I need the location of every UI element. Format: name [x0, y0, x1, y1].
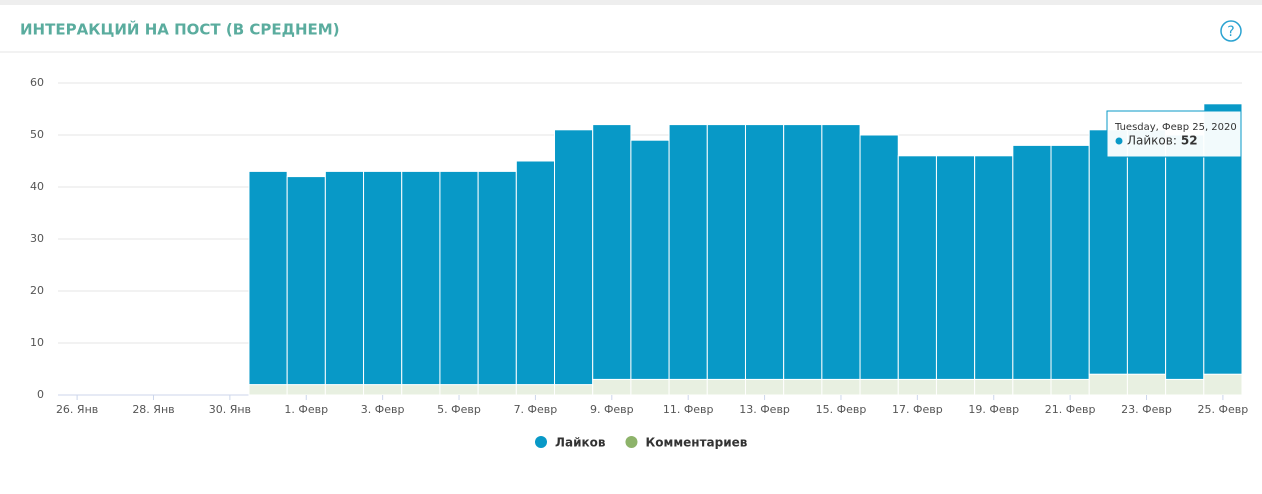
- like-bar[interactable]: [363, 170, 403, 386]
- like-bar[interactable]: [783, 124, 823, 380]
- x-tick-label: 13. Февр: [739, 403, 790, 416]
- legend-label[interactable]: Комментариев: [645, 436, 747, 450]
- like-bar[interactable]: [821, 124, 861, 380]
- like-bar[interactable]: [554, 129, 594, 386]
- comment-bar[interactable]: [554, 384, 594, 396]
- like-bar[interactable]: [706, 124, 746, 380]
- y-tick-label: 0: [37, 388, 44, 401]
- x-tick-label: 25. Февр: [1198, 403, 1249, 416]
- x-tick-label: 11. Февр: [663, 403, 714, 416]
- like-bar[interactable]: [1088, 129, 1128, 375]
- like-bar[interactable]: [1050, 144, 1090, 380]
- y-tick-label: 60: [30, 76, 44, 89]
- comment-bar[interactable]: [477, 384, 517, 396]
- comment-bar[interactable]: [935, 378, 976, 396]
- legend-marker[interactable]: [535, 436, 547, 448]
- comment-bar[interactable]: [630, 378, 670, 396]
- x-tick-label: 7. Февр: [514, 403, 558, 416]
- tooltip-box: [1106, 110, 1242, 158]
- comment-bar[interactable]: [1012, 378, 1052, 396]
- like-bar[interactable]: [668, 124, 708, 380]
- help-icon-text[interactable]: ?: [1227, 24, 1234, 40]
- like-bar[interactable]: [592, 124, 632, 380]
- like-bar[interactable]: [744, 124, 785, 380]
- x-tick-label: 19. Февр: [968, 403, 1019, 416]
- tooltip-value: 52: [1181, 134, 1198, 148]
- x-tick-label: 23. Февр: [1121, 403, 1172, 416]
- comment-bar[interactable]: [1165, 378, 1205, 396]
- comment-bar[interactable]: [744, 378, 785, 396]
- x-tick-label: 21. Февр: [1045, 403, 1096, 416]
- x-tick-label: 17. Февр: [892, 403, 943, 416]
- comment-bar[interactable]: [1126, 373, 1167, 396]
- legend-marker[interactable]: [625, 436, 638, 448]
- comment-bar[interactable]: [668, 378, 708, 396]
- like-bar[interactable]: [1126, 129, 1167, 375]
- comment-bar[interactable]: [821, 378, 861, 396]
- help-icon[interactable]: [1220, 20, 1242, 42]
- like-bar[interactable]: [1165, 134, 1205, 380]
- top-band: [0, 0, 1262, 5]
- comment-bar[interactable]: [401, 384, 441, 396]
- like-bar[interactable]: [324, 170, 365, 386]
- like-bar[interactable]: [859, 134, 899, 380]
- comment-bar[interactable]: [1050, 378, 1090, 396]
- y-tick-label: 30: [30, 232, 44, 245]
- x-tick-label: 5. Февр: [437, 403, 481, 416]
- y-tick-label: 50: [30, 128, 44, 141]
- like-bar[interactable]: [974, 155, 1014, 380]
- legend-label[interactable]: Лайков: [555, 436, 606, 450]
- like-bar[interactable]: [897, 155, 937, 380]
- comment-bar[interactable]: [974, 378, 1014, 396]
- x-tick-label: 26. Янв: [56, 403, 98, 416]
- x-tick-label: 3. Февр: [361, 403, 405, 416]
- y-tick-label: 40: [30, 180, 44, 193]
- like-bar[interactable]: [477, 170, 517, 386]
- like-bar[interactable]: [286, 176, 326, 386]
- comment-bar[interactable]: [1088, 373, 1128, 396]
- chart-title: ИНТЕРАКЦИЙ НА ПОСТ (В СРЕДНЕМ): [20, 20, 340, 39]
- like-bar[interactable]: [1012, 144, 1052, 380]
- like-bar[interactable]: [935, 155, 976, 380]
- x-tick-label: 30. Янв: [209, 403, 251, 416]
- comment-bar[interactable]: [248, 384, 288, 396]
- like-bar[interactable]: [248, 170, 288, 386]
- comment-bar[interactable]: [897, 378, 937, 396]
- like-bar[interactable]: [439, 170, 479, 386]
- comment-bar[interactable]: [286, 384, 326, 396]
- comment-bar[interactable]: [859, 378, 899, 396]
- like-bar[interactable]: [401, 170, 441, 386]
- like-bar[interactable]: [515, 160, 556, 386]
- y-tick-label: 20: [30, 284, 44, 297]
- x-tick-label: 28. Янв: [132, 403, 174, 416]
- tooltip-label: Лайков:: [1127, 134, 1177, 148]
- comment-bar[interactable]: [439, 384, 479, 396]
- x-tick-label: 9. Февр: [590, 403, 634, 416]
- x-tick-label: 15. Февр: [816, 403, 867, 416]
- comment-bar[interactable]: [324, 384, 365, 396]
- tooltip-title: Tuesday, Февр 25, 2020: [1114, 122, 1237, 133]
- comment-bar[interactable]: [706, 378, 746, 396]
- comment-bar[interactable]: [1203, 373, 1243, 396]
- comment-bar[interactable]: [515, 384, 556, 396]
- y-tick-label: 10: [30, 336, 44, 349]
- x-tick-label: 1. Февр: [284, 403, 328, 416]
- comment-bar[interactable]: [592, 378, 632, 396]
- tooltip-marker: [1115, 137, 1123, 145]
- comment-bar[interactable]: [363, 384, 403, 396]
- like-bar[interactable]: [630, 139, 670, 380]
- comment-bar[interactable]: [783, 378, 823, 396]
